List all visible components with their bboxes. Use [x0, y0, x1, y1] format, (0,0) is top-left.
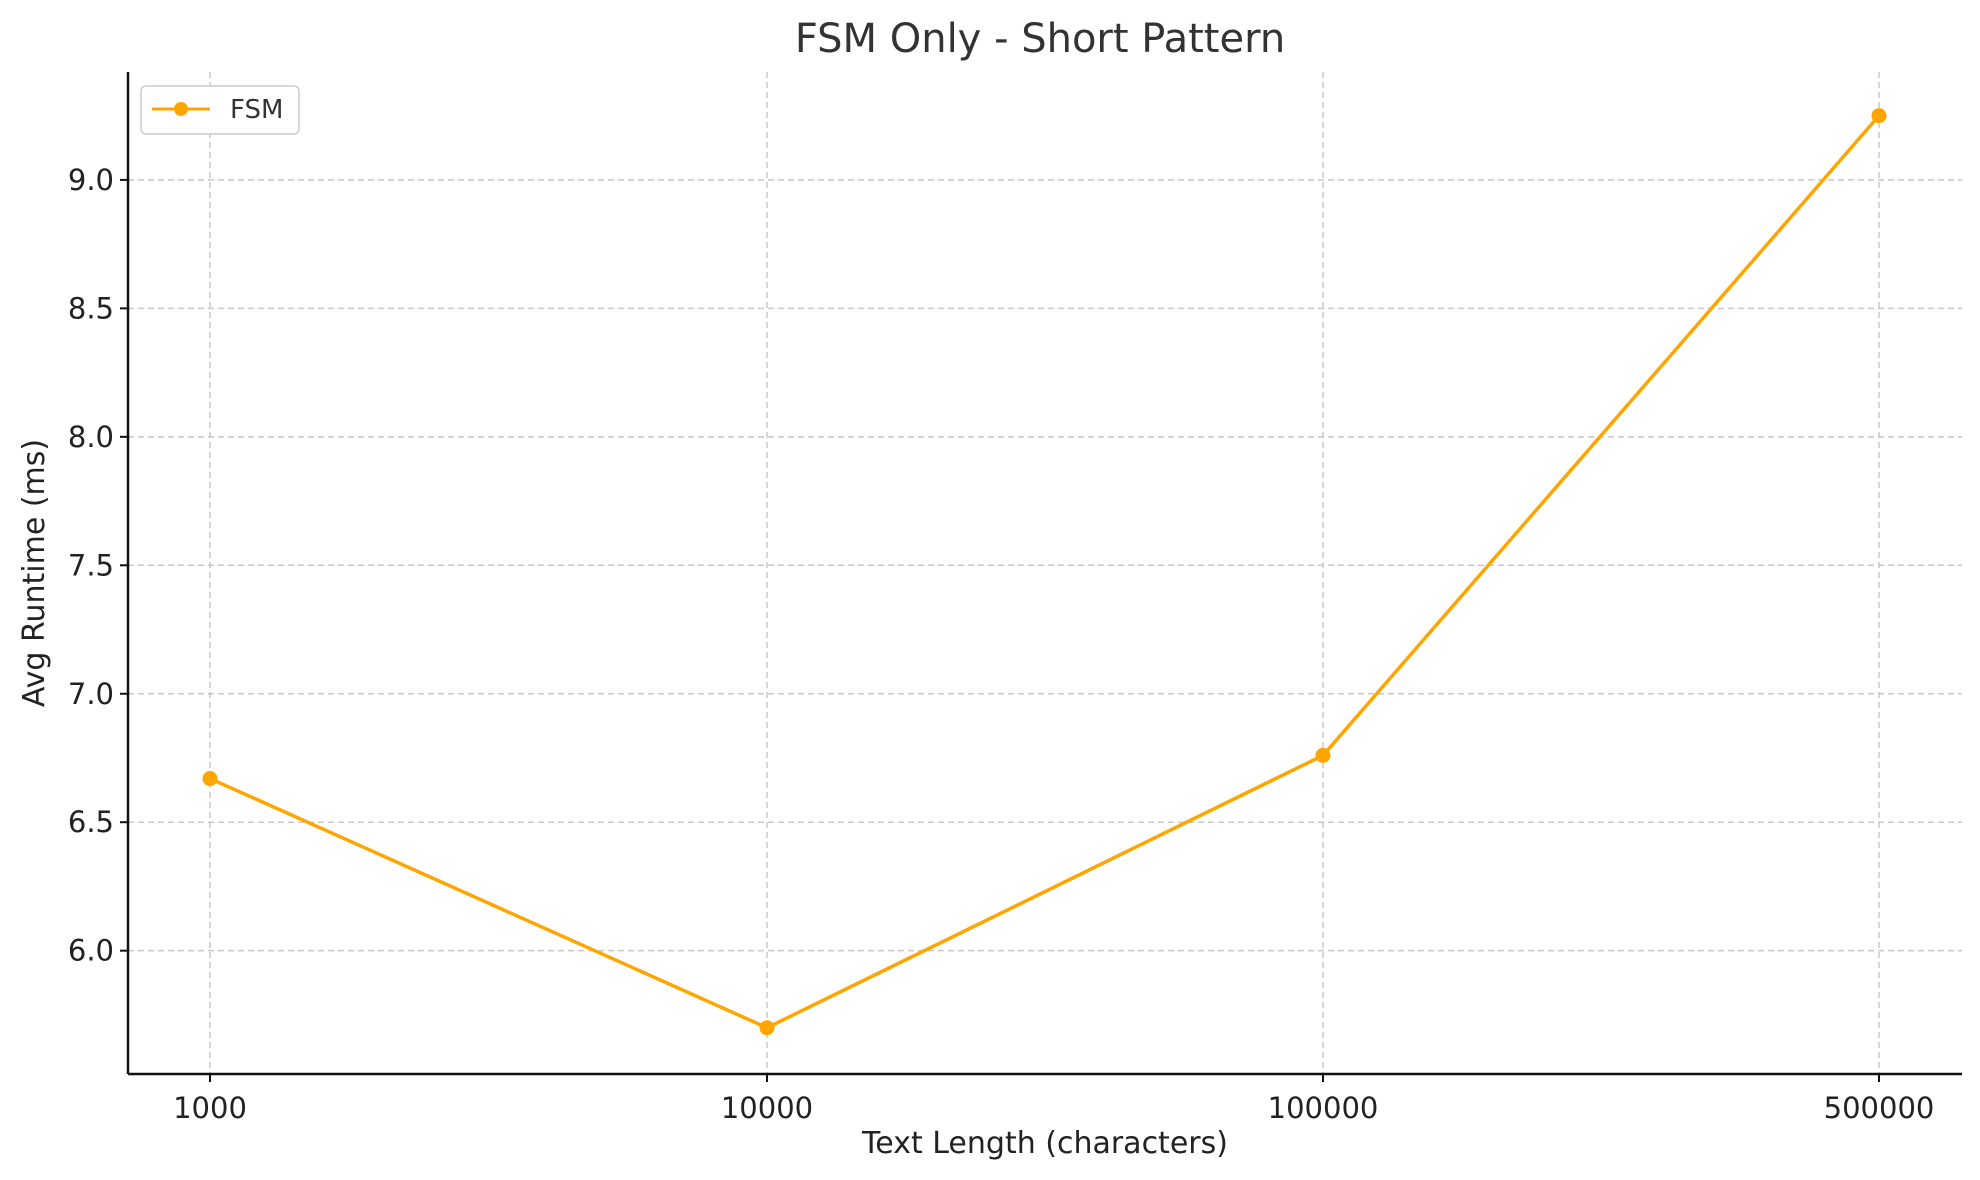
y-tick-label: 8.0 [68, 420, 114, 454]
chart-title: FSM Only - Short Pattern [795, 16, 1285, 62]
data-point-fsm [759, 1020, 775, 1036]
y-tick-label: 6.0 [68, 934, 114, 968]
series-line-fsm [209, 114, 1881, 1030]
x-tick-label: 500000 [1824, 1091, 1935, 1125]
x-axis-title: Text Length (characters) [861, 1126, 1228, 1161]
y-tick-label: 7.5 [68, 548, 114, 582]
series-fsm [202, 108, 1887, 1036]
x-tick-label: 1000 [173, 1091, 247, 1125]
legend-label-fsm: FSM [230, 95, 283, 125]
y-tick-label: 7.0 [68, 677, 114, 711]
legend: FSM [140, 85, 300, 135]
x-tick-label: 10000 [721, 1091, 813, 1125]
y-axis-title: Avg Runtime (ms) [17, 439, 52, 707]
legend-box [140, 85, 300, 135]
x-tick-label: 100000 [1268, 1091, 1379, 1125]
ticks: 1000 10000 100000 500000 6.0 6.5 7.0 7.5 8.0 8.5 9… [68, 163, 1934, 1125]
data-point-fsm [1871, 108, 1887, 124]
legend-marker [174, 102, 188, 116]
y-tick-label: 8.5 [68, 291, 114, 325]
data-point-fsm [1315, 747, 1331, 763]
data-point-fsm [202, 771, 218, 787]
y-tick-label: 9.0 [68, 163, 114, 197]
grid [128, 72, 1962, 1074]
y-tick-label: 6.5 [68, 805, 114, 839]
